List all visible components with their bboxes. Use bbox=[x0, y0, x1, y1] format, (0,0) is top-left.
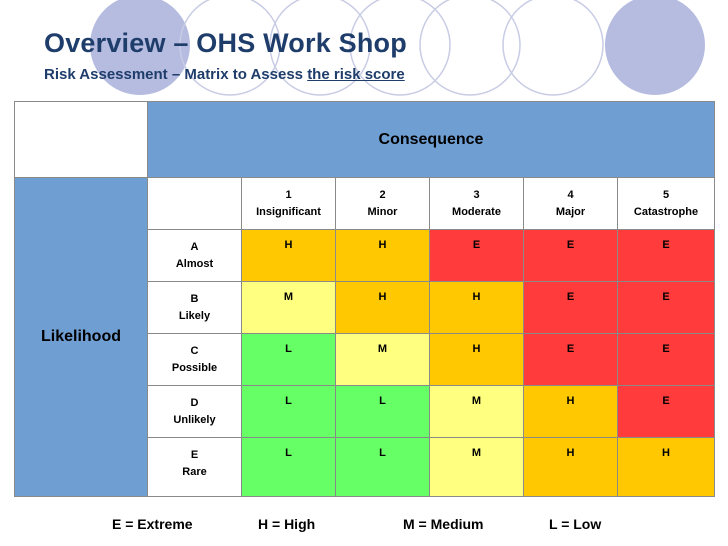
consequence-header: Consequence bbox=[147, 101, 715, 178]
risk-matrix: Consequence Likelihood 1 Insignificant 2 Mi… bbox=[14, 101, 715, 497]
legend-extreme: E = Extreme bbox=[112, 516, 193, 532]
likelihood-letter: C bbox=[190, 345, 199, 357]
consequence-column-header: 1 Insignificant bbox=[241, 177, 336, 230]
likelihood-row-header: D Unlikely bbox=[147, 385, 242, 438]
consequence-number: 2 bbox=[379, 189, 386, 201]
likelihood-row-header: E Rare bbox=[147, 437, 242, 497]
risk-rating-cell: M bbox=[429, 437, 524, 497]
risk-rating-cell: H bbox=[523, 385, 618, 438]
risk-rating-cell: H bbox=[335, 229, 430, 282]
risk-rating-cell: E bbox=[523, 229, 618, 282]
page-subtitle: Risk Assessment – Matrix to Assess the r… bbox=[44, 66, 405, 83]
risk-rating-cell: E bbox=[429, 229, 524, 282]
header-blank-cell bbox=[147, 177, 242, 230]
likelihood-row-header: B Likely bbox=[147, 281, 242, 334]
consequence-name: Catastrophe bbox=[633, 206, 699, 218]
likelihood-name: Likely bbox=[178, 310, 211, 322]
risk-rating-cell: L bbox=[241, 437, 336, 497]
consequence-name: Minor bbox=[367, 206, 398, 218]
consequence-number: 3 bbox=[473, 189, 480, 201]
risk-rating-cell: H bbox=[429, 281, 524, 334]
consequence-name: Moderate bbox=[452, 206, 501, 218]
risk-rating-cell: M bbox=[335, 333, 430, 386]
risk-rating-cell: E bbox=[617, 229, 715, 282]
risk-rating-cell: L bbox=[241, 385, 336, 438]
matrix-corner bbox=[14, 101, 148, 178]
risk-rating-cell: H bbox=[523, 437, 618, 497]
likelihood-name: Rare bbox=[182, 466, 207, 478]
risk-rating-cell: H bbox=[241, 229, 336, 282]
legend-low: L = Low bbox=[549, 516, 602, 532]
risk-rating-cell: H bbox=[429, 333, 524, 386]
risk-rating-cell: L bbox=[335, 437, 430, 497]
consequence-column-header: 4 Major bbox=[523, 177, 618, 230]
risk-rating-cell: L bbox=[335, 385, 430, 438]
likelihood-row-header: C Possible bbox=[147, 333, 242, 386]
likelihood-letter: D bbox=[190, 397, 199, 409]
risk-rating-cell: M bbox=[429, 385, 524, 438]
likelihood-letter: E bbox=[190, 449, 199, 461]
consequence-name: Major bbox=[555, 206, 586, 218]
consequence-number: 5 bbox=[662, 189, 670, 201]
risk-rating-cell: M bbox=[241, 281, 336, 334]
risk-rating-cell: E bbox=[523, 281, 618, 334]
likelihood-name: Possible bbox=[171, 362, 218, 374]
likelihood-name: Almost bbox=[175, 258, 214, 270]
consequence-column-header: 2 Minor bbox=[335, 177, 430, 230]
likelihood-letter: A bbox=[190, 241, 199, 253]
risk-rating-cell: E bbox=[617, 385, 715, 438]
risk-rating-cell: E bbox=[617, 333, 715, 386]
subtitle-link[interactable]: the risk score bbox=[307, 66, 405, 83]
likelihood-row-header: A Almost bbox=[147, 229, 242, 282]
consequence-column-header: 5 Catastrophe bbox=[617, 177, 715, 230]
risk-rating-cell: H bbox=[335, 281, 430, 334]
risk-rating-cell: L bbox=[241, 333, 336, 386]
subtitle-prefix: Risk Assessment – Matrix to Assess bbox=[44, 66, 308, 83]
risk-rating-cell: E bbox=[523, 333, 618, 386]
likelihood-header: Likelihood bbox=[14, 177, 148, 497]
legend-medium: M = Medium bbox=[403, 516, 484, 532]
page-title: Overview – OHS Work Shop bbox=[44, 28, 407, 58]
consequence-name: Insignificant bbox=[256, 206, 321, 218]
risk-rating-cell: E bbox=[617, 281, 715, 334]
likelihood-letter: B bbox=[190, 293, 199, 305]
legend-high: H = High bbox=[258, 516, 316, 532]
consequence-number: 4 bbox=[567, 189, 574, 201]
risk-rating-cell: H bbox=[617, 437, 715, 497]
consequence-column-header: 3 Moderate bbox=[429, 177, 524, 230]
background-circles bbox=[90, 0, 705, 96]
likelihood-name: Unlikely bbox=[173, 414, 216, 426]
consequence-number: 1 bbox=[285, 189, 292, 201]
